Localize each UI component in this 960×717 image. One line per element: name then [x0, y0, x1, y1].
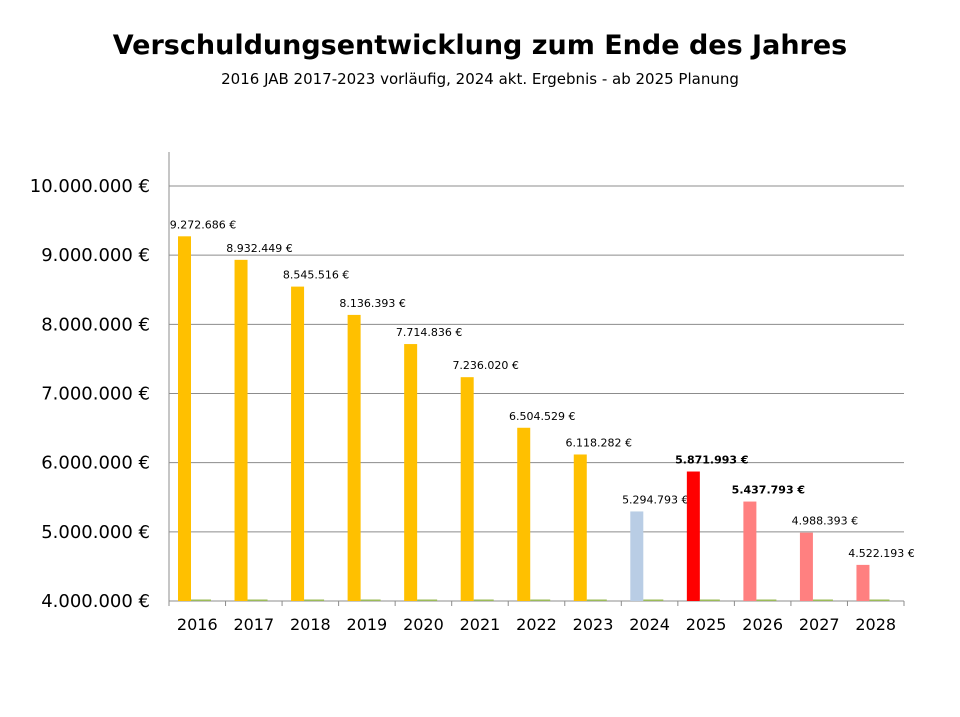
x-tick-label: 2025: [686, 615, 727, 634]
data-label: 5.437.793 €: [732, 484, 805, 497]
x-tick-label: 2016: [177, 615, 218, 634]
x-tick-label: 2026: [742, 615, 783, 634]
x-tick-label: 2018: [290, 615, 331, 634]
bar: [234, 259, 248, 601]
bar-baseline-marker: [360, 599, 381, 601]
x-tick-label: 2019: [347, 615, 388, 634]
y-tick-label: 4.000.000 €: [41, 591, 150, 612]
data-label: 4.988.393 €: [792, 515, 858, 528]
bar-baseline-marker: [530, 599, 551, 601]
bar-baseline-marker: [643, 599, 664, 601]
bar: [178, 236, 191, 601]
data-label: 5.871.993 €: [675, 454, 748, 467]
bar-baseline-marker: [699, 599, 720, 601]
data-label: 8.932.449 €: [226, 242, 292, 255]
x-tick-label: 2020: [403, 615, 444, 634]
bar: [630, 511, 644, 601]
bar: [573, 454, 587, 601]
bar-baseline-marker: [812, 599, 833, 601]
data-label: 6.504.529 €: [509, 410, 575, 423]
data-label: 7.714.836 €: [396, 326, 462, 339]
data-label: 8.136.393 €: [339, 297, 405, 310]
y-tick-label: 7.000.000 €: [41, 384, 150, 405]
data-label: 9.272.686 €: [170, 218, 236, 231]
x-tick-label: 2028: [855, 615, 896, 634]
bar-baseline-marker: [869, 599, 890, 601]
bar-baseline-marker: [247, 599, 268, 601]
bar: [347, 314, 361, 601]
bar: [856, 564, 870, 601]
data-label: 8.545.516 €: [283, 269, 349, 282]
bar: [460, 377, 474, 601]
bar: [686, 471, 700, 601]
bar-baseline-marker: [304, 599, 325, 601]
bar: [743, 501, 757, 601]
x-tick-label: 2027: [799, 615, 840, 634]
chart-subtitle: 2016 JAB 2017-2023 vorläufig, 2024 akt. …: [221, 70, 739, 88]
y-tick-label: 9.000.000 €: [41, 245, 150, 266]
bar: [404, 344, 418, 601]
bar-baseline-marker: [191, 599, 211, 601]
bar: [799, 532, 813, 601]
bar-baseline-marker: [473, 599, 494, 601]
data-label: 6.118.282 €: [566, 436, 632, 449]
y-tick-label: 5.000.000 €: [41, 522, 150, 543]
data-label: 4.522.193 €: [848, 547, 914, 560]
chart-title: Verschuldungsentwicklung zum Ende des Ja…: [112, 30, 848, 61]
y-tick-label: 10.000.000 €: [30, 176, 150, 197]
x-tick-label: 2022: [516, 615, 557, 634]
bar: [291, 286, 305, 601]
x-tick-label: 2023: [573, 615, 614, 634]
bar-baseline-marker: [417, 599, 438, 601]
y-tick-label: 8.000.000 €: [41, 314, 150, 335]
bar-baseline-marker: [586, 599, 607, 601]
x-tick-label: 2021: [460, 615, 501, 634]
data-label: 7.236.020 €: [452, 359, 518, 372]
y-tick-label: 6.000.000 €: [41, 453, 150, 474]
x-tick-label: 2017: [233, 615, 274, 634]
x-tick-label: 2024: [629, 615, 670, 634]
bar: [517, 427, 531, 601]
data-label: 5.294.793 €: [622, 493, 688, 506]
bar-baseline-marker: [756, 599, 777, 601]
